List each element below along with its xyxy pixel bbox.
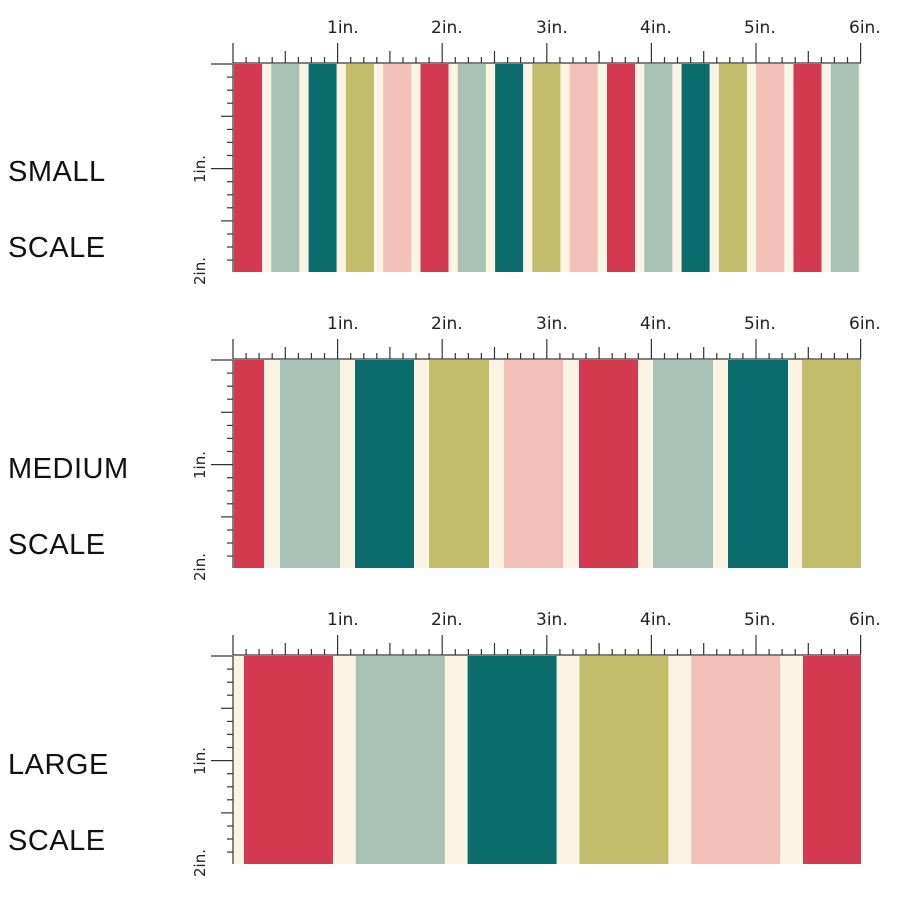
ruler-side-label-2: 2in.: [191, 257, 209, 285]
ruler-side-label-2: 2in.: [191, 849, 209, 877]
medium-scale-label-line2: SCALE: [8, 529, 106, 561]
ruler-top-label-1: 1in.: [327, 18, 359, 38]
stripe-sage: [355, 656, 445, 864]
stripe-olive: [532, 64, 561, 272]
stripe-sage: [457, 64, 486, 272]
stripe-red: [420, 64, 449, 272]
ruler-top-label-5: 5in.: [744, 314, 776, 334]
ruler-top-label-3: 3in.: [536, 314, 568, 334]
stripe-sage: [644, 64, 673, 272]
medium-scale-panel: MEDIUM SCALE 1in. 2in. 3in. 4in. 5in. 6i…: [0, 296, 900, 586]
stripe-sage: [653, 360, 713, 568]
ruler-top-label-1: 1in.: [327, 610, 359, 630]
large-scale-swatch: [211, 635, 862, 864]
stripe-teal: [467, 656, 557, 864]
large-scale-label: LARGE SCALE: [8, 708, 109, 898]
stripe-pink: [756, 64, 785, 272]
medium-scale-label: MEDIUM SCALE: [8, 412, 129, 602]
ruler-top-label-2: 2in.: [431, 18, 463, 38]
stripe-teal: [728, 360, 788, 568]
stripe-red: [234, 360, 264, 568]
stripe-teal: [681, 64, 710, 272]
ruler-top-label-1: 1in.: [327, 314, 359, 334]
large-scale-label-line2: SCALE: [8, 825, 106, 857]
stripe-sage: [271, 64, 300, 272]
ruler-side-label-1: 1in.: [191, 747, 209, 775]
stripe-red: [803, 656, 861, 864]
stripe-pink: [691, 656, 781, 864]
ruler-top-label-6: 6in.: [849, 18, 881, 38]
ruler-side-label-1: 1in.: [191, 451, 209, 479]
side-ruler: [211, 655, 234, 864]
stripe-olive: [802, 360, 861, 568]
stripe-sage: [830, 64, 859, 272]
stripe-red: [234, 64, 262, 272]
stripe-pink: [504, 360, 563, 568]
ruler-top-label-6: 6in.: [849, 610, 881, 630]
stripe-teal: [308, 64, 337, 272]
stripe-sage: [280, 360, 340, 568]
stripe-teal: [355, 360, 414, 568]
stripe-red: [607, 64, 635, 272]
ruler-top-label-5: 5in.: [744, 18, 776, 38]
stripe-olive: [345, 64, 374, 272]
stripe-olive: [579, 656, 669, 864]
ruler-top-label-4: 4in.: [640, 18, 672, 38]
medium-scale-label-line1: MEDIUM: [8, 453, 129, 485]
small-scale-label: SMALL SCALE: [8, 115, 106, 305]
side-ruler: [211, 63, 234, 272]
stripe-red: [793, 64, 822, 272]
ruler-top-label-4: 4in.: [640, 610, 672, 630]
top-ruler: [232, 43, 862, 64]
ruler-top-label-2: 2in.: [431, 314, 463, 334]
ruler-top-label-3: 3in.: [536, 18, 568, 38]
stripe-red: [244, 656, 333, 864]
large-scale-panel: LARGE SCALE 1in. 2in. 3in. 4in. 5in. 6in…: [0, 592, 900, 882]
stripe-olive: [429, 360, 489, 568]
small-scale-label-line1: SMALL: [8, 156, 106, 188]
top-ruler: [232, 339, 862, 360]
stripe-pink: [383, 64, 412, 272]
ruler-side-label-1: 1in.: [191, 155, 209, 183]
side-ruler: [211, 359, 234, 568]
stripe-olive: [718, 64, 747, 272]
ruler-top-label-3: 3in.: [536, 610, 568, 630]
medium-scale-swatch: [211, 339, 862, 568]
ruler-top-label-2: 2in.: [431, 610, 463, 630]
stripe-teal: [495, 64, 524, 272]
ruler-top-label-5: 5in.: [744, 610, 776, 630]
small-scale-label-line2: SCALE: [8, 232, 106, 264]
stripe-red: [579, 360, 638, 568]
ruler-side-label-2: 2in.: [191, 553, 209, 581]
small-scale-panel: SMALL SCALE 1in. 2in. 3in. 4in. 5in. 6in…: [0, 0, 900, 290]
stripe-pink: [569, 64, 598, 272]
ruler-top-label-4: 4in.: [640, 314, 672, 334]
small-scale-swatch: [211, 43, 862, 272]
large-scale-label-line1: LARGE: [8, 749, 109, 781]
top-ruler: [232, 635, 862, 656]
ruler-top-label-6: 6in.: [849, 314, 881, 334]
